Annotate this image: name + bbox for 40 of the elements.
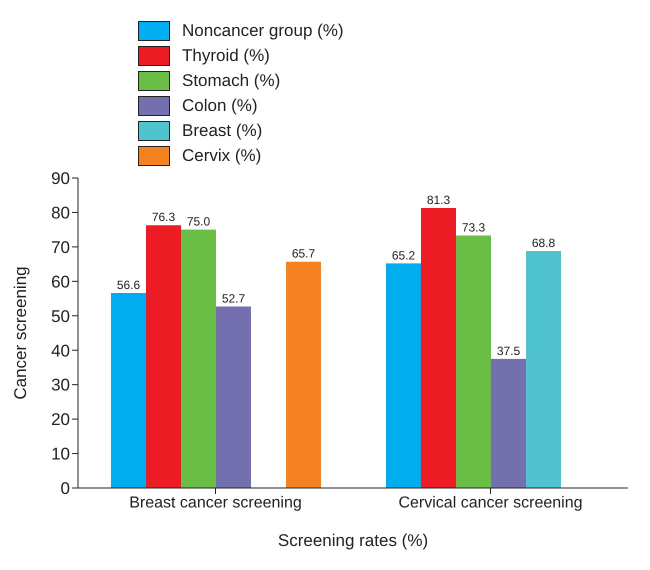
x-tick-label: Breast cancer screening [129, 494, 302, 512]
bar [111, 293, 146, 488]
bar [491, 358, 526, 488]
legend-label: Noncancer group (%) [182, 20, 344, 40]
bar [286, 262, 321, 488]
data-label: 75.0 [186, 214, 210, 229]
data-label: 65.2 [392, 248, 416, 262]
x-axis-title: Screening rates (%) [278, 531, 428, 550]
bar [386, 263, 421, 488]
bar [526, 251, 561, 488]
data-label: 81.3 [426, 192, 450, 207]
bar [216, 306, 251, 488]
legend-label: Thyroid (%) [182, 46, 270, 66]
data-label: 56.6 [116, 278, 140, 292]
bar [181, 230, 216, 488]
data-label: 68.8 [532, 236, 556, 250]
y-axis-title: Cancer screening [11, 266, 30, 400]
legend-label: Stomach (%) [182, 70, 280, 90]
bar [421, 208, 456, 488]
legend-label: Colon (%) [182, 96, 258, 116]
x-tick-label: Cervical cancer screening [398, 494, 583, 512]
y-tick-label: 40 [51, 341, 70, 360]
y-tick-label: 10 [51, 444, 70, 464]
y-tick-label: 80 [51, 203, 70, 222]
y-tick-label: 60 [51, 272, 70, 292]
data-label: 76.3 [152, 210, 176, 224]
data-label: 52.7 [222, 291, 246, 306]
bar [456, 236, 491, 488]
data-label: 37.5 [496, 344, 520, 358]
data-label: 73.3 [462, 220, 486, 235]
data-label: 65.7 [292, 246, 316, 261]
y-tick-label: 90 [51, 169, 70, 188]
y-tick-label: 20 [51, 410, 70, 430]
bar [146, 225, 181, 488]
y-tick-label: 70 [51, 238, 70, 257]
legend-label: Cervix (%) [182, 146, 262, 166]
y-tick-label: 0 [60, 479, 70, 498]
y-tick-label: 50 [51, 306, 70, 326]
legend-label: Breast (%) [182, 120, 262, 140]
y-tick-label: 30 [51, 376, 70, 395]
